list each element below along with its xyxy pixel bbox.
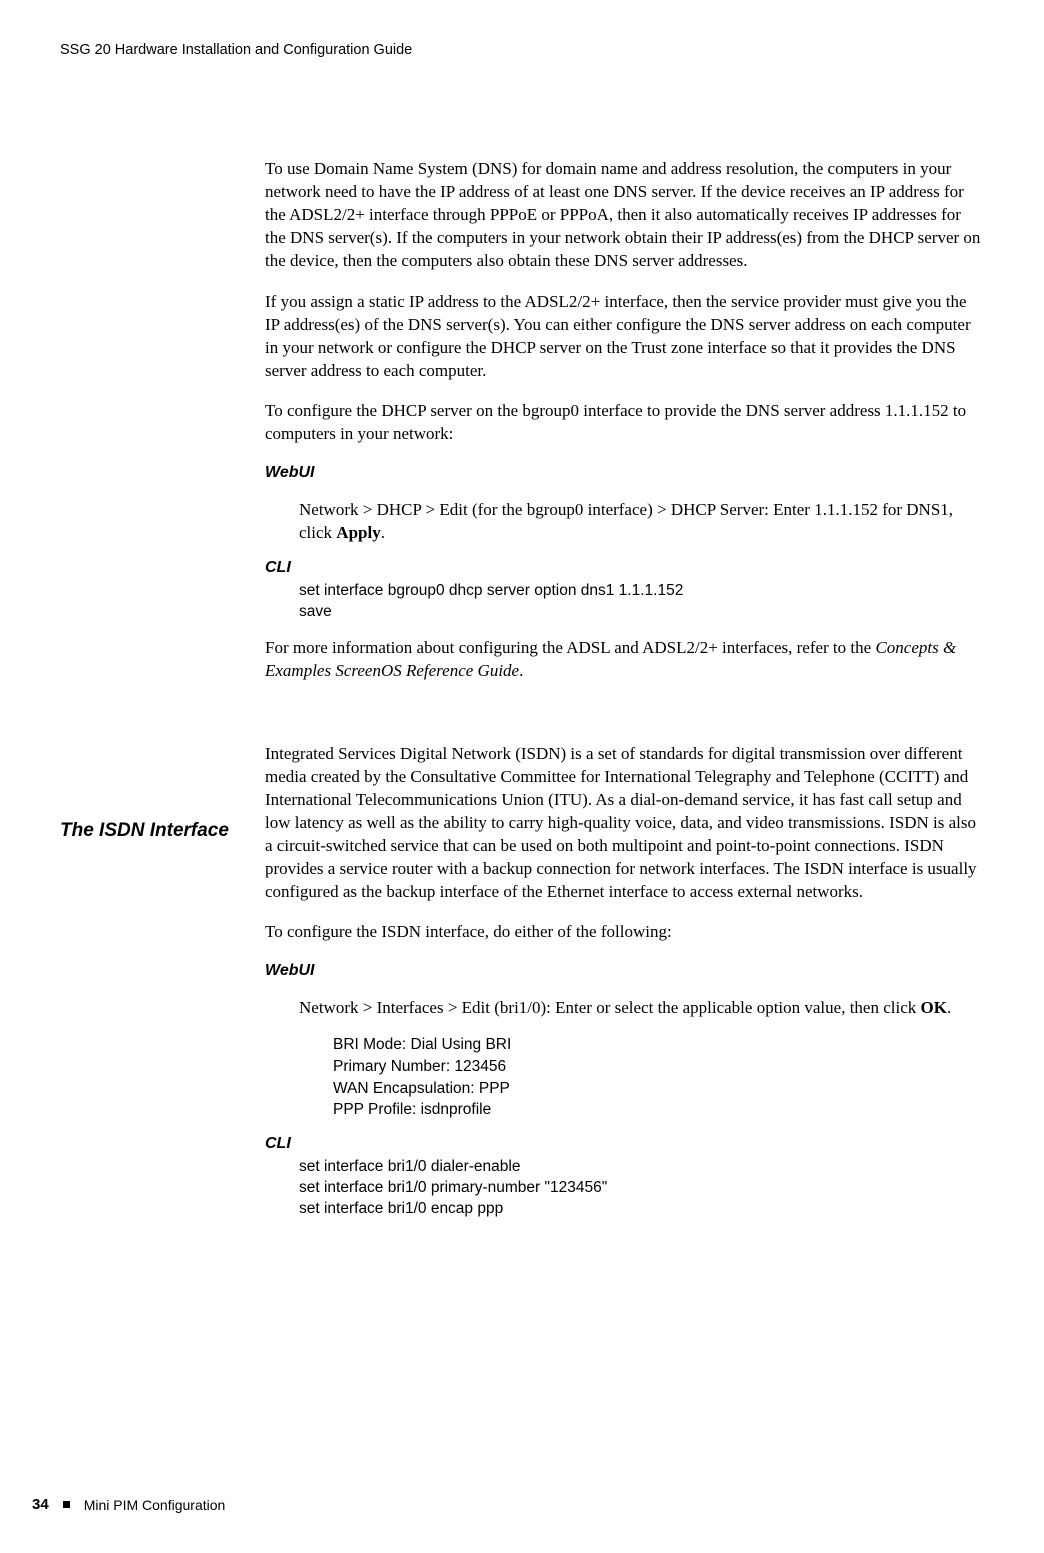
text: . [381,523,385,542]
apply-label: Apply [336,523,380,542]
webui-heading: WebUI [265,464,985,482]
paragraph: If you assign a static IP address to the… [265,291,985,383]
cli-line: set interface bri1/0 encap ppp [299,1199,985,1220]
footer-section: Mini PIM Configuration [84,1497,226,1513]
cli-line: set interface bgroup0 dhcp server option… [299,581,985,602]
spacer [265,701,985,743]
page: SSG 20 Hardware Installation and Configu… [0,0,1044,1553]
config-line: Primary Number: 123456 [333,1056,985,1078]
cli-block: set interface bgroup0 dhcp server option… [299,581,985,623]
webui-instruction: Network > Interfaces > Edit (bri1/0): En… [299,997,985,1020]
cli-line: set interface bri1/0 dialer-enable [299,1157,985,1178]
cli-heading: CLI [265,559,985,577]
text: Network > DHCP > Edit (for the bgroup0 i… [299,500,953,542]
cli-line: set interface bri1/0 primary-number "123… [299,1178,985,1199]
text: Network > Interfaces > Edit (bri1/0): En… [299,998,921,1017]
text: For more information about configuring t… [265,638,875,657]
webui-heading: WebUI [265,962,985,980]
paragraph: For more information about configuring t… [265,637,985,683]
paragraph: To configure the ISDN interface, do eith… [265,921,985,944]
cli-block: set interface bri1/0 dialer-enable set i… [299,1157,985,1220]
page-number: 34 [32,1496,49,1513]
bullet-icon [63,1501,70,1508]
cli-line: save [299,602,985,623]
main-content: To use Domain Name System (DNS) for doma… [265,158,985,1234]
text: . [519,661,523,680]
config-line: PPP Profile: isdnprofile [333,1099,985,1121]
paragraph: To configure the DHCP server on the bgro… [265,400,985,446]
cli-heading: CLI [265,1135,985,1153]
config-block: BRI Mode: Dial Using BRI Primary Number:… [333,1034,985,1121]
webui-instruction: Network > DHCP > Edit (for the bgroup0 i… [299,499,985,545]
text: . [947,998,951,1017]
paragraph: Integrated Services Digital Network (ISD… [265,743,985,904]
paragraph: To use Domain Name System (DNS) for doma… [265,158,985,273]
running-header: SSG 20 Hardware Installation and Configu… [60,42,412,58]
config-line: BRI Mode: Dial Using BRI [333,1034,985,1056]
side-heading-isdn: The ISDN Interface [60,820,229,842]
ok-label: OK [921,998,947,1017]
config-line: WAN Encapsulation: PPP [333,1078,985,1100]
footer: 34 Mini PIM Configuration [32,1496,225,1513]
